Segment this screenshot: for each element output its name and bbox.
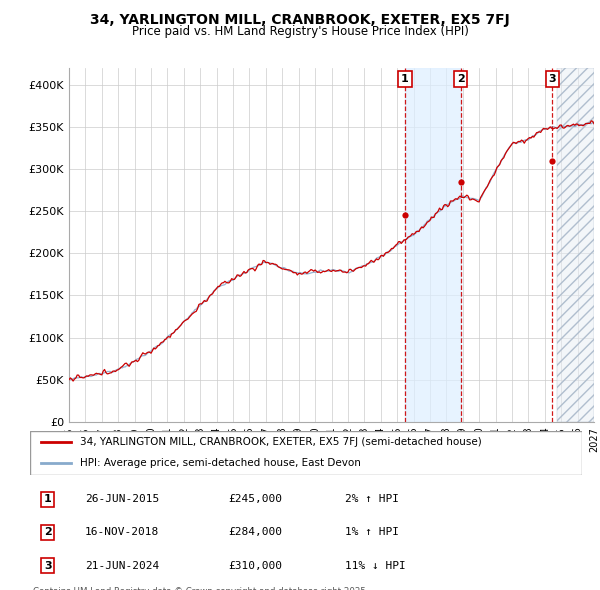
Text: 3: 3 — [548, 74, 556, 84]
Text: Price paid vs. HM Land Registry's House Price Index (HPI): Price paid vs. HM Land Registry's House … — [131, 25, 469, 38]
Text: Contains HM Land Registry data © Crown copyright and database right 2025.
This d: Contains HM Land Registry data © Crown c… — [33, 587, 368, 590]
Text: 21-JUN-2024: 21-JUN-2024 — [85, 560, 160, 571]
Text: 1: 1 — [44, 494, 52, 504]
Text: 16-NOV-2018: 16-NOV-2018 — [85, 527, 160, 537]
Text: 3: 3 — [44, 560, 52, 571]
Text: HPI: Average price, semi-detached house, East Devon: HPI: Average price, semi-detached house,… — [80, 458, 361, 467]
Text: 2: 2 — [44, 527, 52, 537]
Text: £284,000: £284,000 — [229, 527, 283, 537]
Text: 11% ↓ HPI: 11% ↓ HPI — [344, 560, 406, 571]
Text: 2% ↑ HPI: 2% ↑ HPI — [344, 494, 398, 504]
Text: 1% ↑ HPI: 1% ↑ HPI — [344, 527, 398, 537]
Text: 1: 1 — [401, 74, 409, 84]
Text: 2: 2 — [457, 74, 464, 84]
Bar — [405, 68, 461, 422]
Text: £310,000: £310,000 — [229, 560, 283, 571]
Text: 34, YARLINGTON MILL, CRANBROOK, EXETER, EX5 7FJ (semi-detached house): 34, YARLINGTON MILL, CRANBROOK, EXETER, … — [80, 437, 481, 447]
Text: 26-JUN-2015: 26-JUN-2015 — [85, 494, 160, 504]
Text: £245,000: £245,000 — [229, 494, 283, 504]
Text: 34, YARLINGTON MILL, CRANBROOK, EXETER, EX5 7FJ: 34, YARLINGTON MILL, CRANBROOK, EXETER, … — [90, 13, 510, 27]
